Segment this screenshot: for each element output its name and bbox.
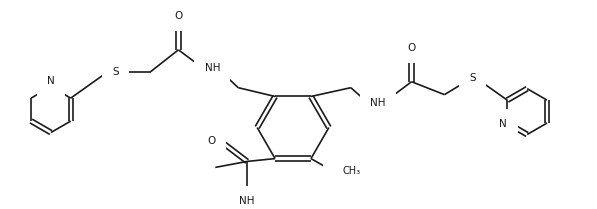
Text: O: O — [207, 136, 216, 147]
Text: NH: NH — [370, 98, 386, 108]
Text: N: N — [500, 119, 507, 129]
Text: CH₃: CH₃ — [343, 166, 361, 176]
Text: S: S — [112, 67, 119, 77]
Text: NH: NH — [205, 63, 220, 73]
Text: NH: NH — [239, 196, 255, 206]
Text: O: O — [408, 43, 416, 53]
Text: O: O — [174, 11, 183, 21]
Text: N: N — [47, 76, 55, 86]
Text: O: O — [334, 166, 342, 176]
Text: S: S — [469, 73, 476, 83]
